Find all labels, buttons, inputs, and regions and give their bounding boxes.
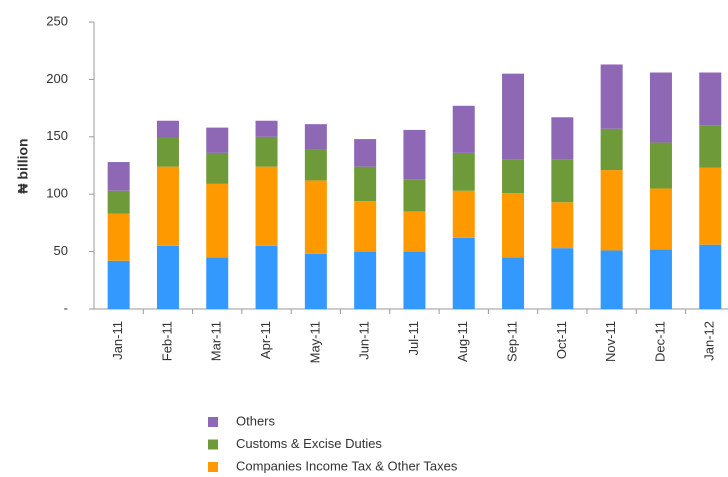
bar-segment [304,124,327,150]
bar-segment [206,127,229,153]
bar-segment [304,180,327,254]
legend-label: Customs & Excise Duties [236,436,382,451]
bar-segment [600,64,623,129]
bar-segment [107,260,130,309]
bar-segment [403,179,426,212]
bar-segment [255,166,278,246]
legend-label: Companies Income Tax & Other Taxes [236,458,458,473]
bar-segment [206,183,229,258]
bar-segment [649,142,672,189]
bar-segment [156,137,179,167]
x-tick-label: Mar-11 [209,321,224,361]
bar-segment [304,149,327,181]
bar-segment [452,152,475,191]
bar-segment [699,72,722,126]
bar-segment [403,211,426,252]
bar-segment [649,188,672,250]
bar-segment [502,193,525,258]
bar-segment [304,253,327,309]
bar-segment [156,245,179,309]
bar-segment [354,139,377,167]
bar-segment [452,237,475,309]
bar-segment [551,117,574,160]
x-tick-label: Sep-11 [504,321,519,362]
bar-segment [502,257,525,309]
bar-segment [156,120,179,138]
x-tick-label: Nov-11 [603,321,618,362]
bar-segment [107,190,130,214]
x-tick-label: May-11 [307,321,322,363]
y-tick-label: - [64,300,68,315]
bar-segment [699,125,722,168]
bar-segment [699,167,722,245]
x-tick-label: Aug-11 [455,321,470,362]
bar-segment [452,105,475,153]
bar-segment [255,120,278,137]
bar-segment [354,251,377,309]
bar-segment [403,129,426,180]
bar-segment [551,159,574,203]
bar-segment [502,159,525,194]
bar-segment [354,201,377,252]
bar-segment [255,136,278,167]
bar-segment [403,251,426,309]
bar-segment [551,248,574,309]
bar-segment [354,166,377,202]
x-tick-label: Feb-11 [159,321,174,361]
bar-segment [649,72,672,143]
bar-segment [452,190,475,238]
bar-segment [107,213,130,261]
x-tick-label: Jan-11 [110,321,125,360]
legend-label: Others [236,413,276,428]
bar-segment [649,249,672,309]
y-tick-label: 150 [46,128,68,143]
bar-segment [206,152,229,184]
bar-segment [699,244,722,309]
bar-segment [206,257,229,309]
bar-segment [107,162,130,191]
y-tick-label: 250 [46,13,68,28]
bar-segment [600,170,623,251]
y-tick-label: 100 [46,186,68,201]
x-tick-label: Jun-11 [357,321,372,360]
legend-swatch [208,439,218,450]
bar-segment [156,166,179,246]
x-tick-label: Dec-11 [652,321,667,362]
y-axis-label: ₦ billion [15,138,31,193]
bar-segment [600,250,623,309]
bar-segment [255,245,278,309]
legend-swatch [208,462,218,472]
bar-segment [600,128,623,171]
bar-segment [551,202,574,249]
x-tick-label: Jan-12 [702,321,717,361]
bar-segment [502,73,525,160]
x-tick-label: Apr-11 [258,321,273,359]
legend-swatch [208,417,218,427]
y-tick-label: 200 [46,71,68,86]
y-tick-label: 50 [54,243,68,258]
x-tick-label: Jul-11 [406,321,421,355]
x-tick-label: Oct-11 [554,321,569,359]
